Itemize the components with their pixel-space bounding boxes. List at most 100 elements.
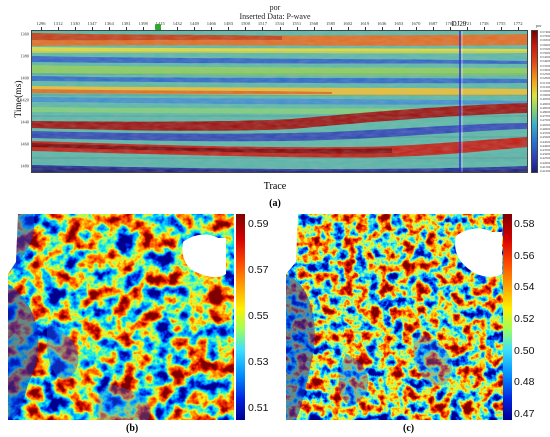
section-colorbar-tick: 0.51500 — [540, 80, 550, 85]
colorbar-tick-label: 0.47 — [514, 408, 535, 420]
well-label: DJ29 — [451, 20, 467, 28]
section-colorbar-tick: 0.50500 — [540, 88, 550, 93]
section-title: Inserted Data: P-wave — [239, 12, 311, 21]
section-colorbar-tick: 0.41500 — [540, 164, 550, 169]
section-colorbar-tick: 0.56500 — [540, 38, 550, 43]
trace-tick-mark — [466, 27, 468, 30]
trace-tick-label: 1483 — [223, 21, 233, 26]
trace-tick-mark — [432, 27, 434, 30]
trace-tick-mark — [500, 27, 502, 30]
section-colorbar-tick: 0.49000 — [540, 101, 550, 106]
section-colorbar-tick: 0.48500 — [540, 105, 550, 110]
well-marker-icon — [155, 24, 161, 30]
trace-tick-mark — [398, 27, 400, 30]
trace-tick-label: 1330 — [70, 21, 80, 26]
time-tick-label: 1400 — [20, 75, 29, 81]
y-axis-label: Time(ms) — [14, 80, 24, 118]
trace-tick-label: 1296 — [36, 21, 46, 26]
trace-tick-mark — [194, 27, 196, 30]
trace-tick-mark — [483, 27, 485, 30]
section-colorbar-tick: 0.57469 — [540, 30, 550, 34]
section-colorbar-tick: 0.47500 — [540, 114, 550, 119]
trace-tick-mark — [313, 27, 315, 30]
trace-tick-mark — [262, 27, 264, 30]
x-axis-label: Trace — [263, 181, 287, 192]
trace-tick-mark — [143, 27, 145, 30]
section-colorbar-tick: 0.43000 — [540, 152, 550, 157]
colorbar-tick-label: 0.50 — [514, 344, 535, 357]
section-colorbar — [531, 30, 538, 173]
time-tick-label: 1480 — [20, 163, 29, 169]
section-colorbar-tick: 0.52500 — [540, 72, 550, 77]
trace-tick-label: 1432 — [172, 21, 182, 26]
seismic-section-image — [31, 30, 528, 173]
trace-tick-mark — [245, 27, 247, 30]
section-colorbar-tick: 0.46000 — [540, 126, 550, 131]
trace-tick-mark — [381, 27, 383, 30]
trace-tick-label: 1364 — [104, 21, 114, 26]
panel-c-letter: (c) — [403, 423, 415, 434]
section-colorbar-tick: 0.49500 — [540, 97, 550, 102]
section-colorbar-tick: 0.56000 — [540, 42, 550, 47]
trace-tick-mark — [58, 27, 60, 30]
panel-a-letter: (a) — [269, 198, 281, 209]
section-colorbar-tick: 0.50000 — [540, 93, 550, 98]
trace-tick-label: 1534 — [274, 21, 285, 26]
time-tick-label: 1460 — [20, 141, 29, 147]
section-colorbar-tick: 0.43500 — [540, 147, 550, 152]
trace-tick-label: 1347 — [87, 21, 97, 26]
trace-tick-label: 1551 — [291, 21, 302, 26]
trace-tick-mark — [330, 27, 332, 30]
trace-tick-mark — [415, 27, 417, 30]
colorbar-tick-label: 0.55 — [248, 310, 269, 322]
colorbar-tick-label: 0.54 — [514, 281, 535, 294]
trace-tick-mark — [92, 27, 94, 30]
trace-tick-mark — [177, 27, 179, 30]
colorbar-tick-label: 0.52 — [514, 313, 535, 325]
section-colorbar-tick: 0.55500 — [540, 46, 550, 51]
trace-tick-label: 1466 — [206, 21, 216, 26]
section-colorbar-tick: 0.55000 — [540, 51, 550, 56]
trace-tick-label: 1772 — [513, 21, 523, 26]
trace-tick-label: 1755 — [496, 21, 506, 26]
trace-tick-mark — [211, 27, 213, 30]
section-colorbar-tick: 0.42500 — [540, 156, 550, 161]
section-colorbar-tick: 0.53500 — [540, 63, 550, 68]
time-tick-label: 1440 — [20, 119, 29, 125]
section-colorbar-tick: 0.47000 — [540, 118, 550, 123]
trace-tick-label: 1585 — [326, 21, 336, 26]
porosity-map-panel-c: 0.58 0.56 0.54 0.52 0.50 0.48 0.47 (c) — [278, 208, 550, 437]
trace-tick-mark — [126, 27, 128, 30]
trace-tick-mark — [41, 27, 42, 30]
trace-tick-mark — [279, 27, 281, 30]
section-colorbar-tick: 0.45500 — [540, 131, 550, 136]
porosity-map-panel-b: 0.59 0.57 0.55 0.53 0.51 (b) — [0, 208, 275, 437]
time-tick-label: 1420 — [20, 97, 29, 103]
trace-tick-mark — [109, 27, 111, 30]
colorbar-tick-label: 0.56 — [514, 249, 535, 262]
trace-tick-label: 1500 — [240, 21, 251, 26]
trace-tick-label: 1312 — [53, 21, 63, 26]
trace-tick-label: 1670 — [411, 21, 421, 26]
colorbar-tick-label: 0.57 — [248, 264, 269, 276]
colorbar-tick-label: 0.53 — [248, 356, 269, 368]
section-colorbar-tick: 0.57000 — [540, 34, 550, 39]
colorbar-tick-label: 0.59 — [248, 218, 269, 230]
trace-tick-label: 1381 — [121, 21, 131, 26]
section-colorbar-tick: 0.48000 — [540, 110, 550, 115]
section-colorbar-tick: 0.41000 — [540, 169, 550, 173]
section-colorbar-tick: 0.54000 — [540, 59, 550, 64]
section-colorbar-tick: 0.45000 — [540, 135, 550, 140]
trace-tick-label: 1415 — [156, 21, 165, 26]
trace-tick-mark — [347, 27, 349, 30]
section-colorbar-tick: 0.52000 — [540, 76, 550, 81]
section-colorbar-tick: 0.46500 — [540, 122, 550, 127]
panel-b-letter: (b) — [126, 423, 139, 434]
trace-tick-label: 1517 — [257, 21, 268, 26]
trace-tick-label: 1738 — [479, 21, 489, 26]
porosity-map-b — [8, 214, 234, 420]
trace-tick-label: 1619 — [360, 21, 370, 26]
porosity-map-c — [286, 214, 511, 420]
trace-tick-mark — [296, 27, 298, 30]
trace-tick-mark — [364, 27, 366, 30]
